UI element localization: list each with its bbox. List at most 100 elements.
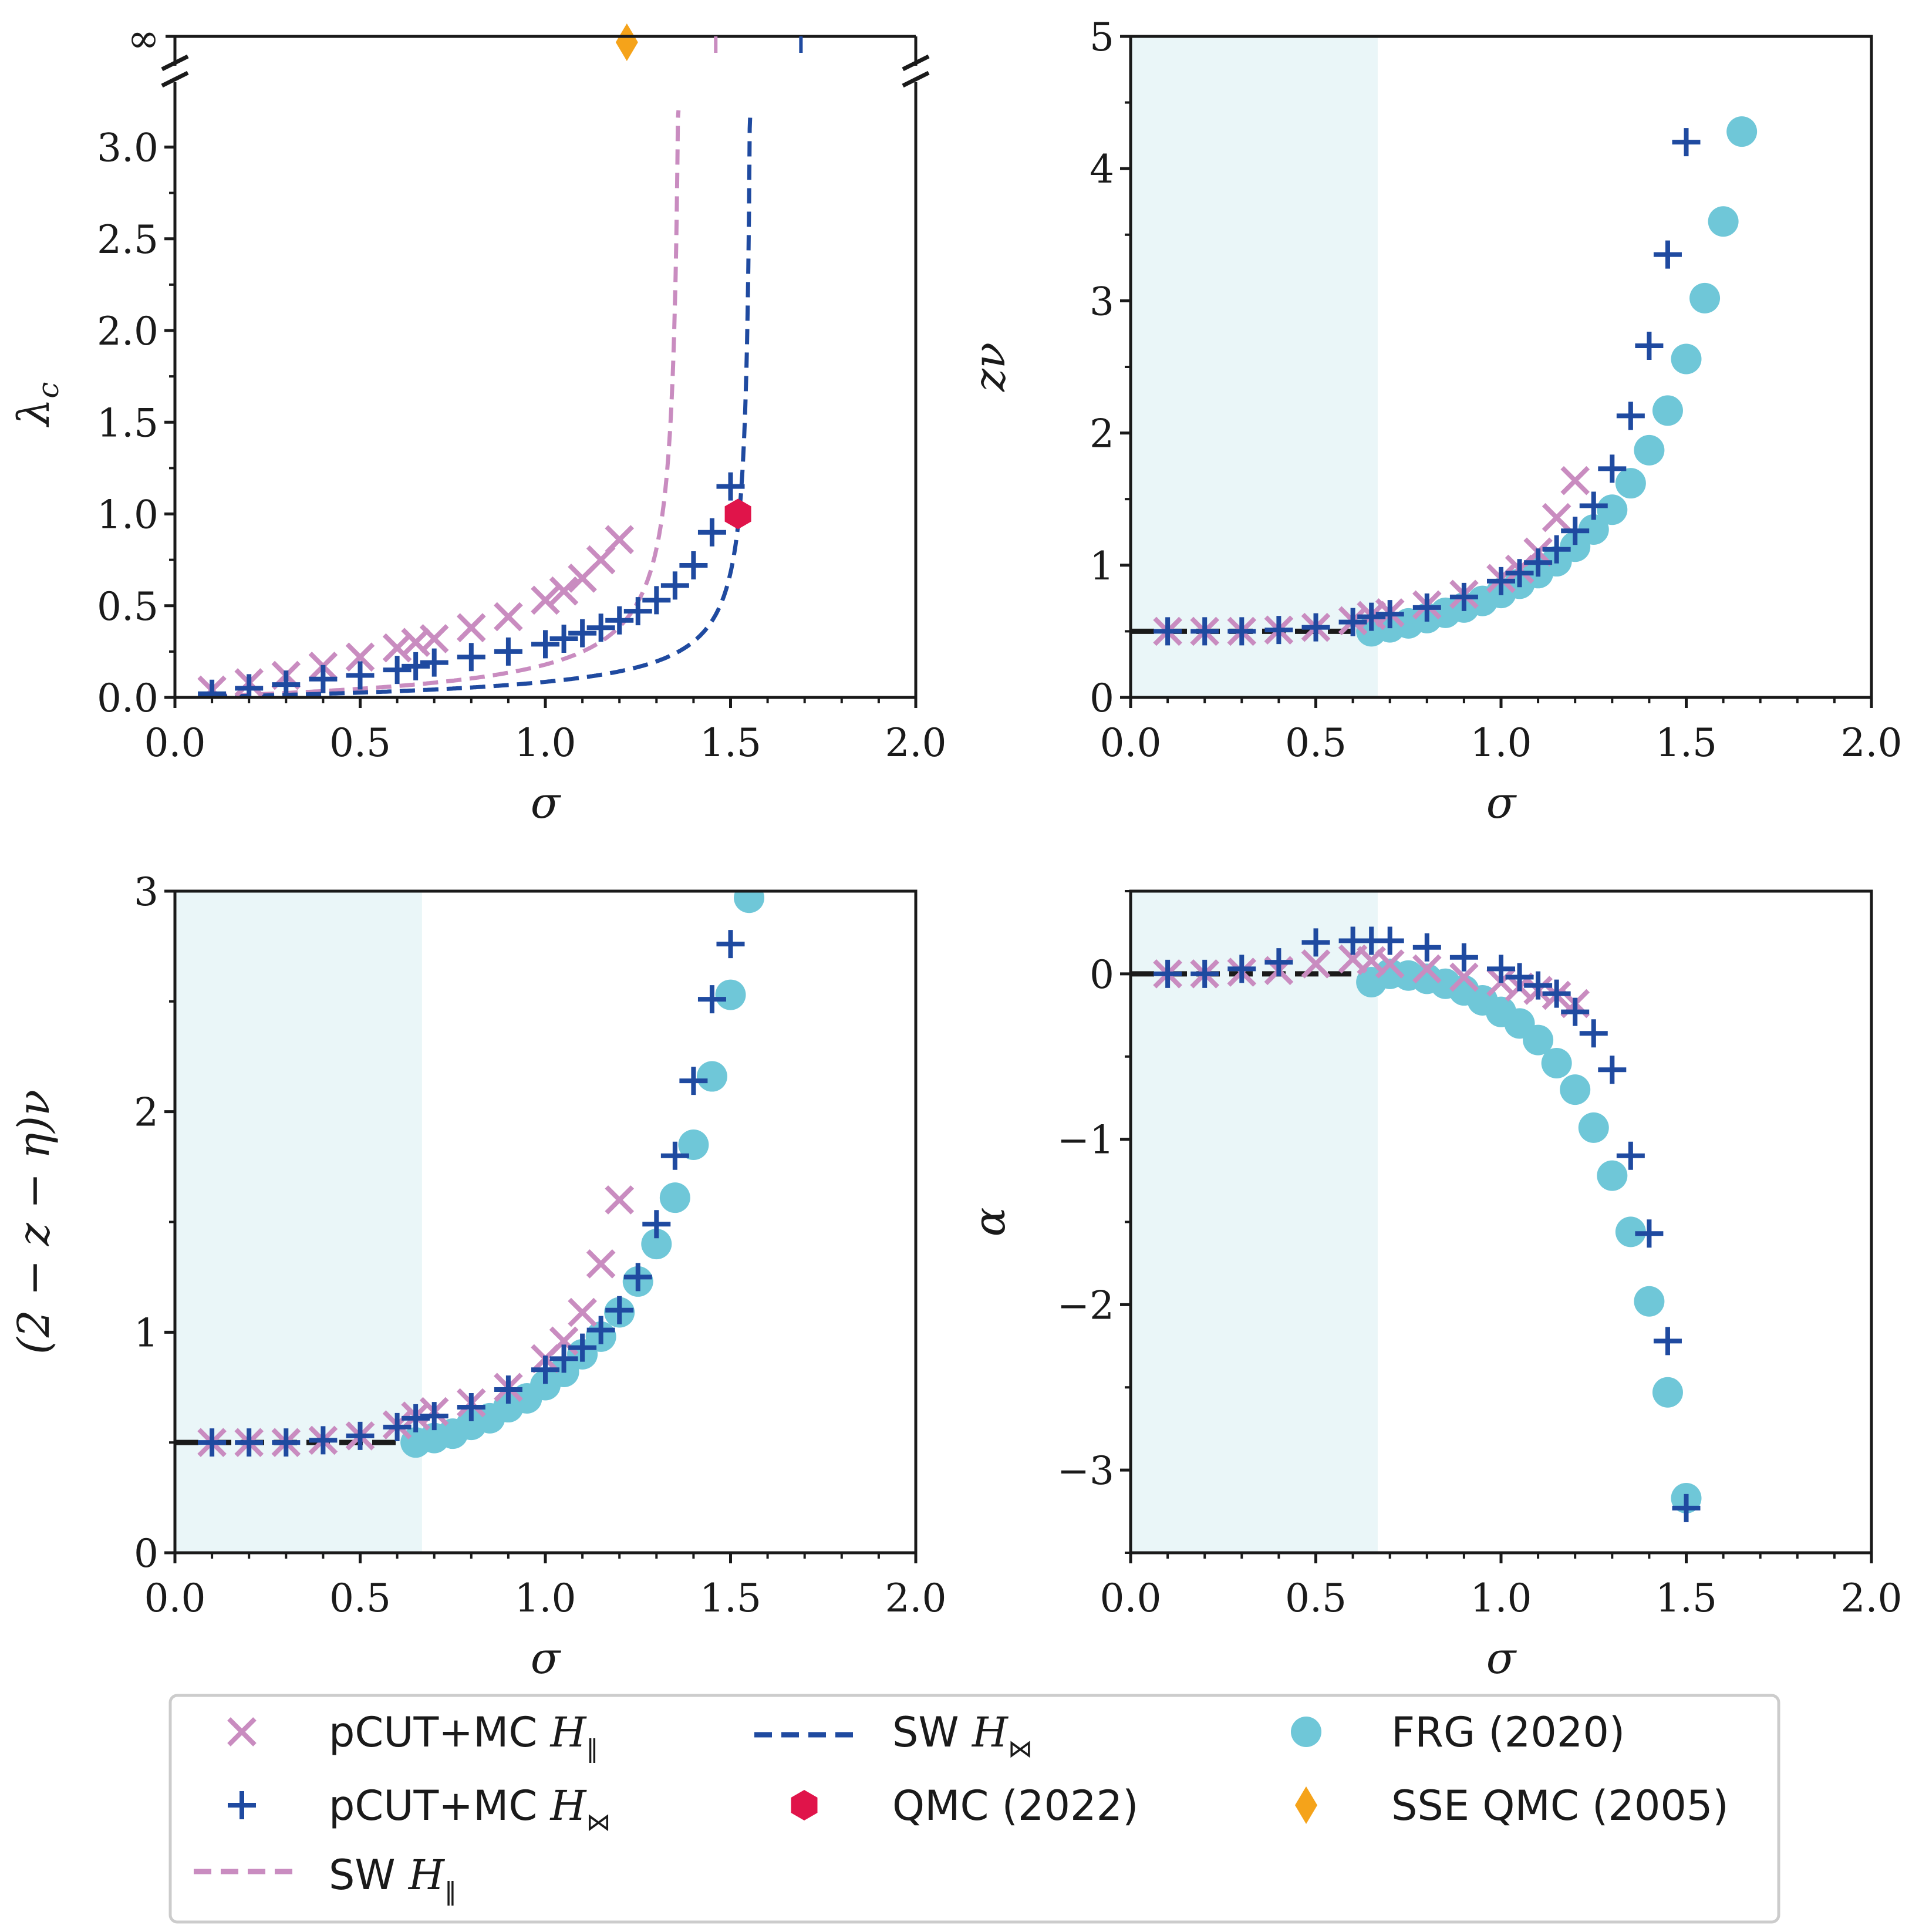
xtick-label: 2.0 — [885, 720, 947, 766]
xtick-label: 1.0 — [1471, 1576, 1532, 1621]
legend-label-sw-ii: SW H‖ — [329, 1851, 457, 1906]
marker-pcut-bowtie — [1190, 617, 1219, 646]
marker-pcut-ii — [494, 602, 523, 632]
marker-sse-qmc-2005 — [615, 23, 638, 61]
marker-pcut-ii — [1542, 503, 1571, 532]
marker-pcut-bowtie — [1357, 602, 1386, 631]
axis-break-mark — [902, 54, 930, 72]
marker-frg — [1615, 1216, 1646, 1247]
marker-pcut-bowtie — [1616, 402, 1645, 430]
y-axis-label: α — [964, 1208, 1015, 1237]
ytick-label: 0.5 — [97, 584, 158, 629]
marker-pcut-ii — [1560, 466, 1590, 495]
marker-pcut-bowtie — [1524, 971, 1553, 1000]
marker-frg — [1523, 1024, 1554, 1056]
ytick-label: 3.0 — [97, 126, 158, 171]
y-axis-label-sub: c — [31, 382, 65, 399]
marker-pcut-bowtie — [1653, 1327, 1682, 1356]
marker-pcut-bowtie — [1598, 454, 1627, 483]
legend-label-qmc2022: QMC (2022) — [892, 1782, 1138, 1830]
marker-pcut-bowtie — [1598, 1056, 1627, 1084]
marker-pcut-bowtie — [1616, 1141, 1645, 1170]
plot-area — [197, 110, 753, 697]
marker-frg — [1578, 514, 1609, 545]
marker-frg — [678, 1129, 709, 1161]
axis-break-mark — [161, 70, 189, 88]
x-axis-label: σ — [531, 1633, 562, 1684]
sw-bowtie-curve — [212, 110, 753, 697]
marker-qmc-2022 — [724, 498, 751, 530]
legend-marker-frg — [1291, 1717, 1321, 1747]
marker-pcut-ii — [1412, 954, 1442, 984]
marker-pcut-bowtie — [1154, 959, 1182, 988]
marker-frg — [1634, 434, 1665, 466]
xtick-label: 0.5 — [1285, 720, 1347, 766]
marker-pcut-bowtie — [586, 613, 615, 642]
axis-break-mark — [161, 54, 189, 72]
marker-pcut-bowtie — [494, 637, 522, 666]
marker-frg — [715, 979, 746, 1010]
marker-pcut-bowtie — [531, 630, 559, 659]
ytick-label: 5 — [1090, 15, 1114, 60]
ytick-label: 2 — [134, 1090, 158, 1135]
marker-pcut-bowtie — [346, 661, 375, 690]
marker-frg — [1726, 116, 1758, 147]
marker-pcut-bowtie — [623, 597, 652, 626]
ytick-label: 1 — [1090, 544, 1114, 589]
marker-frg — [1597, 494, 1628, 525]
marker-pcut-bowtie — [1579, 1019, 1608, 1048]
legend-x-marker — [227, 1717, 257, 1746]
marker-pcut-bowtie — [457, 1393, 485, 1422]
legend-plus-marker — [228, 1791, 256, 1819]
ytick-label: 4 — [1090, 147, 1114, 192]
xtick-label: 1.5 — [1655, 1576, 1717, 1621]
marker-frg — [1578, 1112, 1609, 1143]
xtick-label: 2.0 — [1841, 720, 1903, 766]
ytick-label: −2 — [1057, 1283, 1114, 1328]
marker-pcut-bowtie — [272, 1428, 301, 1457]
marker-frg — [1708, 206, 1739, 237]
marker-pcut-bowtie — [1561, 997, 1590, 1026]
marker-frg — [659, 1182, 690, 1213]
legend-marker-sse2005 — [1295, 1786, 1317, 1824]
xtick-label: 2.0 — [1841, 1576, 1903, 1621]
marker-frg — [1689, 282, 1721, 313]
panel-z-nu: 0.0 0.5 1.0 1.5 2.0 0 1 2 3 4 5 σ zν — [964, 15, 1902, 828]
xtick-label: 1.5 — [700, 1576, 761, 1621]
ytick-label: 0 — [1090, 676, 1114, 721]
marker-pcut-bowtie — [642, 1210, 671, 1239]
axis-break-mark — [902, 70, 930, 88]
marker-pcut-bowtie — [1579, 491, 1608, 520]
marker-pcut-bowtie — [383, 1412, 412, 1441]
marker-pcut-bowtie — [383, 656, 412, 685]
y-axis-label-main: λ — [9, 399, 59, 428]
y-axis-label: λc — [9, 382, 65, 428]
marker-pcut-bowtie — [1672, 1493, 1701, 1522]
xtick-label: 0.5 — [329, 1576, 391, 1621]
marker-pcut-bowtie — [1672, 128, 1701, 157]
marker-pcut-bowtie — [1542, 979, 1571, 1008]
marker-pcut-ii — [531, 585, 560, 615]
marker-pcut-ii — [382, 633, 412, 663]
xtick-label: 0.5 — [1285, 1576, 1347, 1621]
x-axis-label: σ — [1486, 778, 1517, 828]
legend-marker-qmc2022 — [791, 1790, 818, 1820]
x-axis-label: σ — [531, 778, 562, 828]
marker-pcut-bowtie — [346, 1421, 375, 1450]
marker-pcut-bowtie — [660, 1141, 689, 1170]
legend-item-qmc2022: QMC (2022) — [791, 1782, 1138, 1830]
marker-pcut-bowtie — [697, 518, 726, 547]
marker-frg — [1597, 1160, 1628, 1191]
marker-pcut-bowtie — [402, 652, 430, 680]
legend-marker-pcut-ii — [227, 1717, 257, 1746]
marker-pcut-bowtie — [198, 1428, 227, 1457]
marker-frg — [734, 891, 765, 913]
marker-pcut-bowtie — [1264, 948, 1293, 977]
marker-pcut-bowtie — [1487, 955, 1515, 983]
marker-pcut-bowtie — [1227, 955, 1256, 983]
xtick-label: 0.0 — [1100, 1576, 1162, 1621]
marker-pcut-bowtie — [1375, 926, 1404, 955]
ytick-label-infinity: ∞ — [127, 16, 160, 61]
marker-pcut-bowtie — [623, 1263, 652, 1292]
